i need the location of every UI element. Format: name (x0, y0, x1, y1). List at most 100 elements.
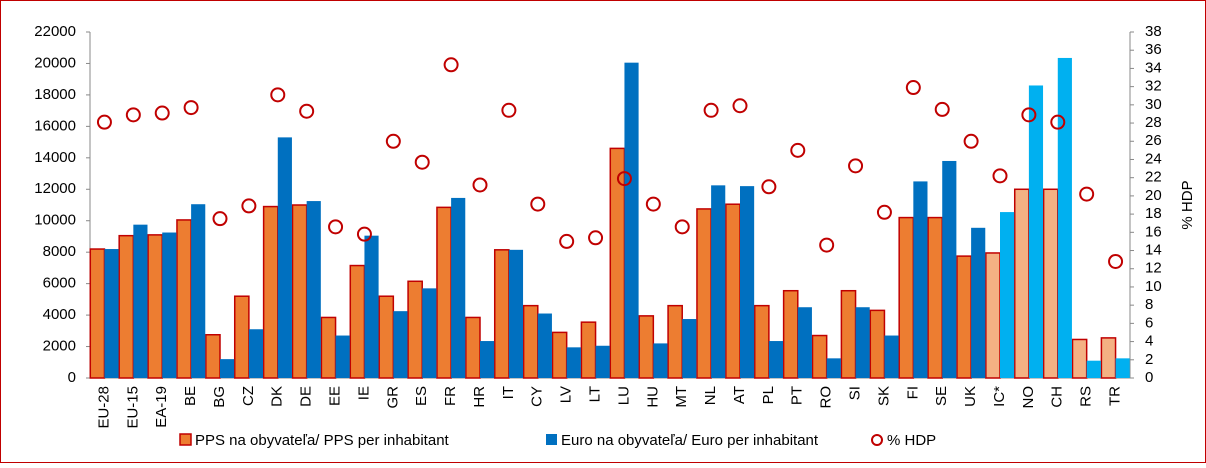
bar (191, 204, 206, 378)
marker (154, 105, 170, 121)
legend-label: % HDP (887, 432, 936, 449)
marker (414, 154, 430, 170)
bar (364, 235, 379, 378)
x-tick-label: RS (1078, 386, 1095, 407)
bar (711, 185, 726, 378)
bar (1013, 188, 1030, 379)
y2-tick-label: 34 (1145, 59, 1162, 76)
y2-tick-label: 38 (1145, 23, 1162, 40)
marker (559, 233, 575, 249)
legend-swatch (179, 433, 192, 446)
marker (703, 102, 719, 118)
marker (241, 198, 257, 214)
marker (356, 226, 372, 242)
marker (674, 219, 690, 235)
x-tick-label: EE (327, 386, 344, 406)
bar (725, 203, 741, 379)
x-tick-label: DE (298, 386, 315, 407)
x-tick-label: EA-19 (153, 386, 170, 428)
y2-tick-label: 16 (1145, 223, 1162, 240)
bar (682, 319, 697, 378)
y-tick-label: 14000 (34, 149, 76, 166)
y-tick-label: 8000 (43, 243, 76, 260)
bar (451, 197, 466, 378)
marker (848, 158, 864, 174)
bar (220, 359, 235, 378)
marker (212, 211, 228, 227)
bar (696, 208, 712, 379)
bar (667, 304, 683, 379)
x-tick-label: IT (500, 386, 517, 399)
bar (1028, 85, 1044, 379)
bar (393, 311, 408, 378)
x-tick-label: FI (904, 386, 921, 399)
y-tick-label: 22000 (34, 23, 76, 40)
bar (566, 347, 581, 378)
marker (819, 237, 835, 253)
bar (262, 205, 279, 379)
x-tick-label: SE (933, 386, 950, 406)
y2-tick-label: 24 (1145, 150, 1162, 167)
marker (96, 114, 112, 130)
x-tick-label: UK (962, 386, 979, 407)
bar (133, 224, 148, 378)
x-tick-label: TR (1107, 386, 1124, 406)
x-tick-label: IE (355, 386, 372, 400)
bar (422, 288, 437, 378)
y-tick-label: 16000 (34, 117, 76, 134)
marker (905, 80, 921, 96)
legend-swatch (871, 434, 883, 446)
bar (205, 334, 221, 379)
bar (653, 343, 668, 378)
y2-axis-label: % HDP (1179, 180, 1196, 229)
bar (609, 147, 626, 379)
marker (761, 179, 777, 195)
x-tick-label: CZ (240, 386, 257, 406)
marker (328, 219, 344, 235)
y-tick-label: 12000 (34, 180, 76, 197)
bar (349, 264, 366, 379)
marker (616, 171, 632, 187)
bar (104, 249, 119, 378)
x-tick-label: NL (702, 386, 719, 405)
marker (501, 102, 517, 118)
bar (162, 232, 177, 378)
x-tick-label: HU (644, 386, 661, 408)
bar (942, 160, 957, 378)
marker (443, 57, 459, 73)
bar (580, 321, 597, 379)
bar (1100, 337, 1117, 379)
legend-label: Euro na obyvateľa/ Euro per inhabitant (561, 432, 819, 449)
bar (291, 204, 308, 379)
bar (956, 255, 972, 379)
bar (551, 331, 568, 379)
x-tick-label: LV (558, 386, 575, 403)
x-tick-label: LT (587, 386, 604, 402)
y-tick-label: 10000 (34, 212, 76, 229)
bar (277, 137, 292, 378)
y-tick-label: 2000 (43, 338, 76, 355)
bar (811, 334, 828, 379)
y2-tick-label: 6 (1145, 314, 1153, 331)
bar (927, 216, 943, 379)
bar (869, 309, 886, 379)
y2-tick-label: 32 (1145, 78, 1162, 95)
bar (797, 307, 812, 378)
bar (176, 219, 192, 379)
marker (472, 177, 488, 193)
bar (1086, 360, 1101, 378)
marker (588, 230, 604, 246)
bar (768, 341, 784, 378)
x-tick-label: GR (384, 386, 401, 409)
x-tick-label: HR (471, 386, 488, 408)
x-tick-label: EU-28 (95, 386, 112, 429)
y-tick-label: 6000 (43, 275, 76, 292)
bar (985, 252, 1001, 379)
y2-tick-label: 2 (1145, 351, 1153, 368)
bar (320, 316, 337, 379)
bar (782, 289, 799, 379)
x-tick-label: DK (269, 386, 286, 407)
marker (385, 133, 401, 149)
bar (407, 280, 423, 379)
marker (1079, 186, 1095, 202)
